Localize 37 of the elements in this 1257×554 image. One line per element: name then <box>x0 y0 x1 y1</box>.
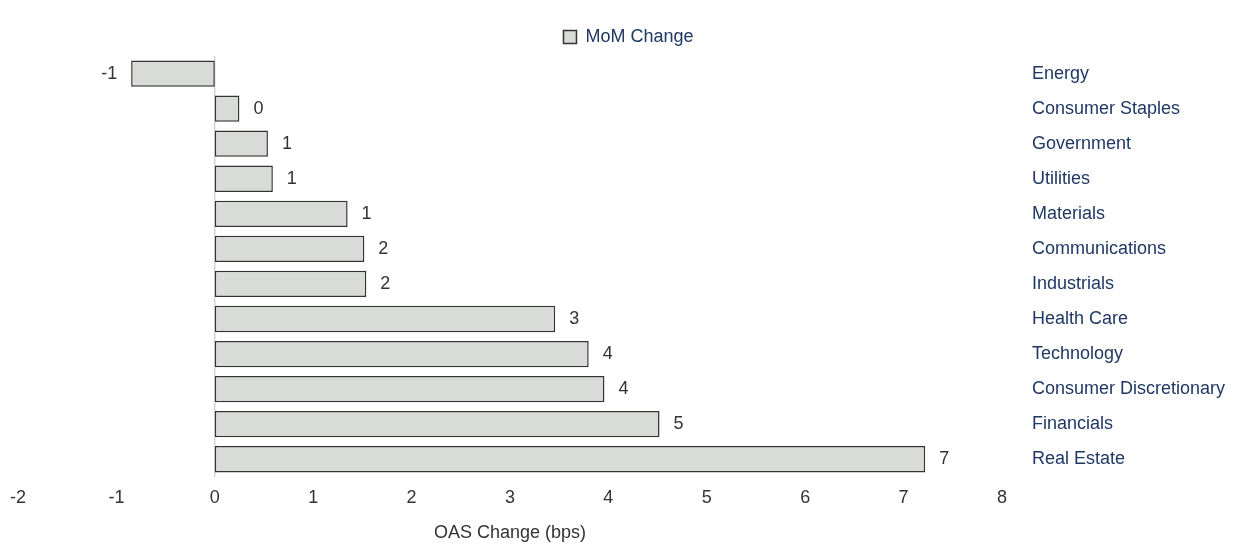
x-tick-label: -1 <box>108 486 125 507</box>
x-tick-label: 3 <box>504 486 515 507</box>
x-tick-label: -2 <box>9 486 27 507</box>
y-tick-label: Materials <box>1031 202 1105 223</box>
x-tick-label: 5 <box>701 486 712 507</box>
data-label: 4 <box>618 378 629 399</box>
legend-label: MoM Change <box>585 25 694 46</box>
data-label: 4 <box>602 343 613 364</box>
x-axis-title: OAS Change (bps) <box>433 522 587 543</box>
x-tick-label: 4 <box>603 486 614 507</box>
x-tick-label: 1 <box>308 486 319 507</box>
data-label: 2 <box>380 272 391 293</box>
y-tick-label: Industrials <box>1031 272 1114 293</box>
y-tick-label: Communications <box>1031 237 1166 258</box>
x-tick-label: 6 <box>800 486 811 507</box>
data-label: 3 <box>569 307 580 328</box>
data-label: 5 <box>673 413 684 434</box>
y-tick-label: Government <box>1031 132 1131 153</box>
y-tick-label: Consumer Staples <box>1031 97 1181 118</box>
y-tick-label: Consumer Discretionary <box>1031 378 1225 399</box>
y-tick-label: Real Estate <box>1031 448 1125 469</box>
data-label: 0 <box>253 97 264 118</box>
x-tick-label: 0 <box>209 486 220 507</box>
x-tick-label: 7 <box>898 486 909 507</box>
data-label: 1 <box>281 132 292 153</box>
x-tick-label: 2 <box>406 486 417 507</box>
data-label: 1 <box>286 167 297 188</box>
y-tick-label: Health Care <box>1031 307 1128 328</box>
y-tick-label: Technology <box>1031 343 1124 364</box>
x-tick-label: 8 <box>996 486 1007 507</box>
data-label: 2 <box>378 237 389 258</box>
y-tick-label: Utilities <box>1031 167 1090 188</box>
data-label: 1 <box>361 202 372 223</box>
data-label: 7 <box>939 448 950 469</box>
y-tick-label: Financials <box>1031 413 1113 434</box>
y-tick-label: Energy <box>1031 62 1089 83</box>
data-label: -1 <box>101 62 118 83</box>
